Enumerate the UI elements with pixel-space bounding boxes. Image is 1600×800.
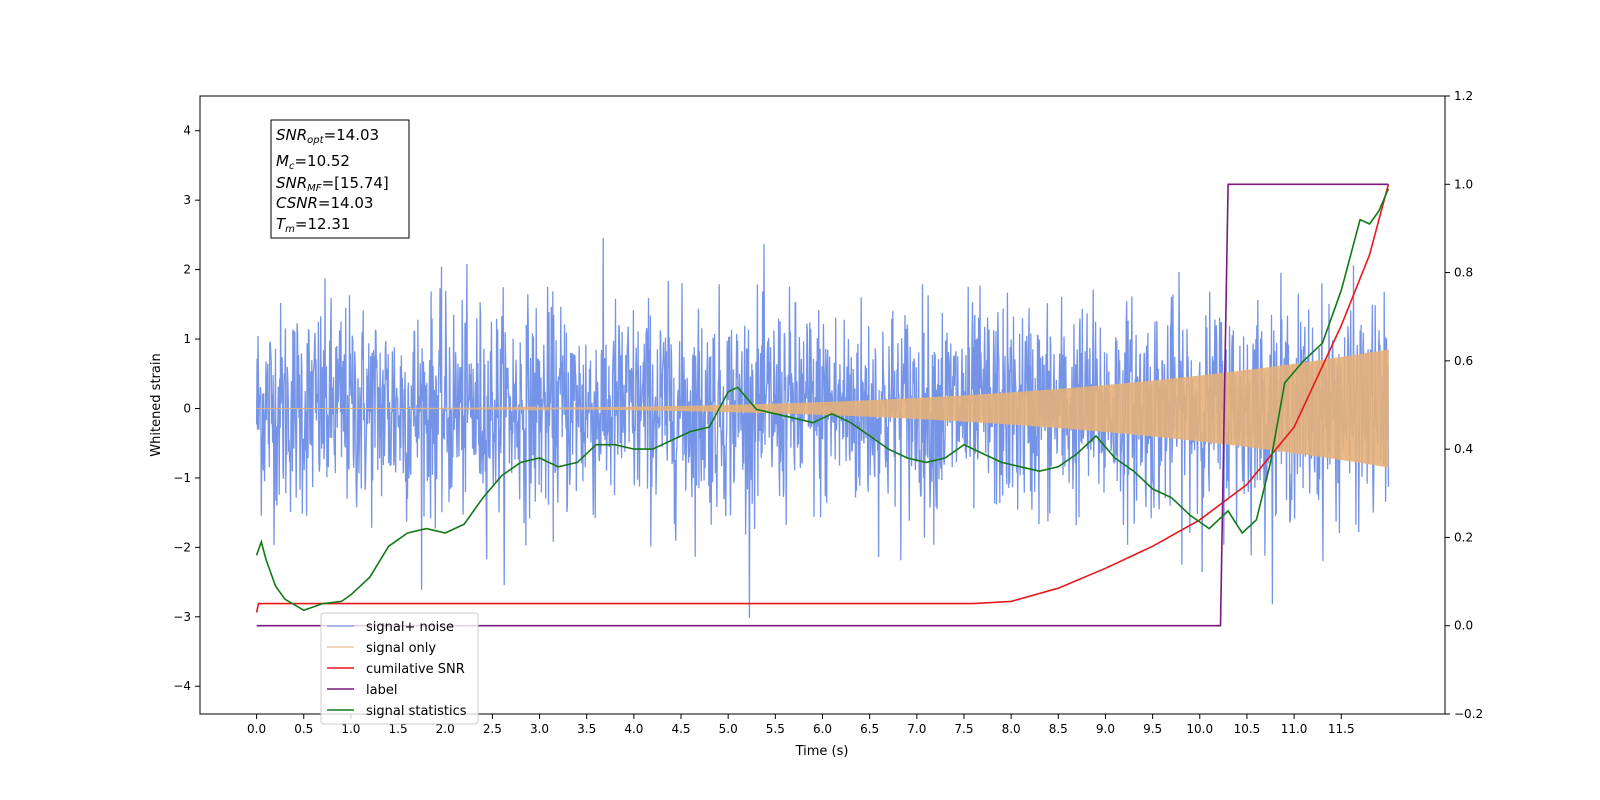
x-tick-label: 8.5 xyxy=(1049,722,1068,736)
info-csnr: CSNR=14.03 xyxy=(276,194,373,212)
info-box: SNRopt=14.03 Mc=10.52 SNRMF=[15.74] CSNR… xyxy=(270,119,410,239)
x-tick-label: 4.0 xyxy=(624,722,643,736)
x-tick-label: 5.5 xyxy=(766,722,785,736)
y2-tick-label: 0.8 xyxy=(1454,266,1473,280)
series-layer xyxy=(255,183,1390,627)
y2-tick-label: −0.2 xyxy=(1454,707,1483,721)
series-label xyxy=(256,183,1389,627)
info-tm: Tm=12.31 xyxy=(276,215,350,235)
legend-label: signal statistics xyxy=(366,704,467,719)
legend: signal+ noise signal only cumilative SNR la… xyxy=(320,612,479,725)
x-tick-label: 2.5 xyxy=(483,722,502,736)
y-axis-left: −4 −3 −2 −1 0 1 2 3 4 xyxy=(173,124,200,693)
x-tick-label: 11.5 xyxy=(1328,722,1355,736)
y-tick-label: 4 xyxy=(183,124,191,138)
y2-tick-label: 0.6 xyxy=(1454,354,1473,368)
y2-tick-label: 1.0 xyxy=(1454,177,1473,191)
y-tick-label: 3 xyxy=(183,193,191,207)
info-snr-opt: SNRopt=14.03 xyxy=(276,126,379,146)
x-axis-label: Time (s) xyxy=(795,744,849,759)
x-tick-label: 0.5 xyxy=(294,722,313,736)
series-signal-only xyxy=(256,349,1389,468)
x-tick-label: 9.0 xyxy=(1096,722,1115,736)
y-axis-label: Whitened strain xyxy=(149,353,164,456)
series-cumilative-snr xyxy=(255,184,1390,613)
x-tick-label: 4.5 xyxy=(671,722,690,736)
x-tick-label: 3.0 xyxy=(530,722,549,736)
x-tick-label: 9.5 xyxy=(1143,722,1162,736)
x-tick-label: 10.5 xyxy=(1234,722,1261,736)
y-tick-label: 2 xyxy=(183,263,191,277)
y-tick-label: 1 xyxy=(183,332,191,346)
x-tick-label: 1.0 xyxy=(341,722,360,736)
y2-tick-label: 0.0 xyxy=(1454,619,1473,633)
legend-frame xyxy=(320,612,479,725)
x-tick-label: 7.0 xyxy=(907,722,926,736)
y-axis-right: −0.2 0.0 0.2 0.4 0.6 0.8 1.0 1.2 xyxy=(1445,89,1483,721)
info-box-frame xyxy=(270,119,410,239)
series-signal-statistics xyxy=(255,188,1390,612)
x-tick-label: 10.0 xyxy=(1186,722,1213,736)
x-tick-label: 0.0 xyxy=(247,722,266,736)
y2-tick-label: 0.4 xyxy=(1454,442,1473,456)
x-tick-label: 5.0 xyxy=(719,722,738,736)
y2-tick-label: 0.2 xyxy=(1454,530,1473,544)
legend-label: cumilative SNR xyxy=(366,662,465,677)
x-axis: 0.0 0.5 1.0 1.5 2.0 2.5 3.0 3.5 4.0 4.5 5.0 5.5 6.0 6… xyxy=(247,714,1355,736)
y-tick-label: −1 xyxy=(173,471,191,485)
y2-tick-label: 1.2 xyxy=(1454,89,1473,103)
y-tick-label: −2 xyxy=(173,540,191,554)
legend-label: signal+ noise xyxy=(366,620,454,635)
legend-label: signal only xyxy=(366,641,436,656)
x-tick-label: 3.5 xyxy=(577,722,596,736)
x-tick-label: 2.0 xyxy=(436,722,455,736)
x-tick-label: 8.0 xyxy=(1002,722,1021,736)
y-tick-label: 0 xyxy=(183,401,191,415)
x-tick-label: 6.0 xyxy=(813,722,832,736)
info-mc: Mc=10.52 xyxy=(276,152,350,172)
info-snr-mf: SNRMF=[15.74] xyxy=(276,174,389,194)
y-tick-label: −3 xyxy=(173,610,191,624)
x-tick-label: 6.5 xyxy=(860,722,879,736)
legend-label: label xyxy=(366,683,397,698)
y-tick-label: −4 xyxy=(173,679,191,693)
series-signal-noise xyxy=(255,237,1390,618)
x-tick-label: 11.0 xyxy=(1281,722,1308,736)
x-tick-label: 1.5 xyxy=(389,722,408,736)
x-tick-label: 7.5 xyxy=(954,722,973,736)
